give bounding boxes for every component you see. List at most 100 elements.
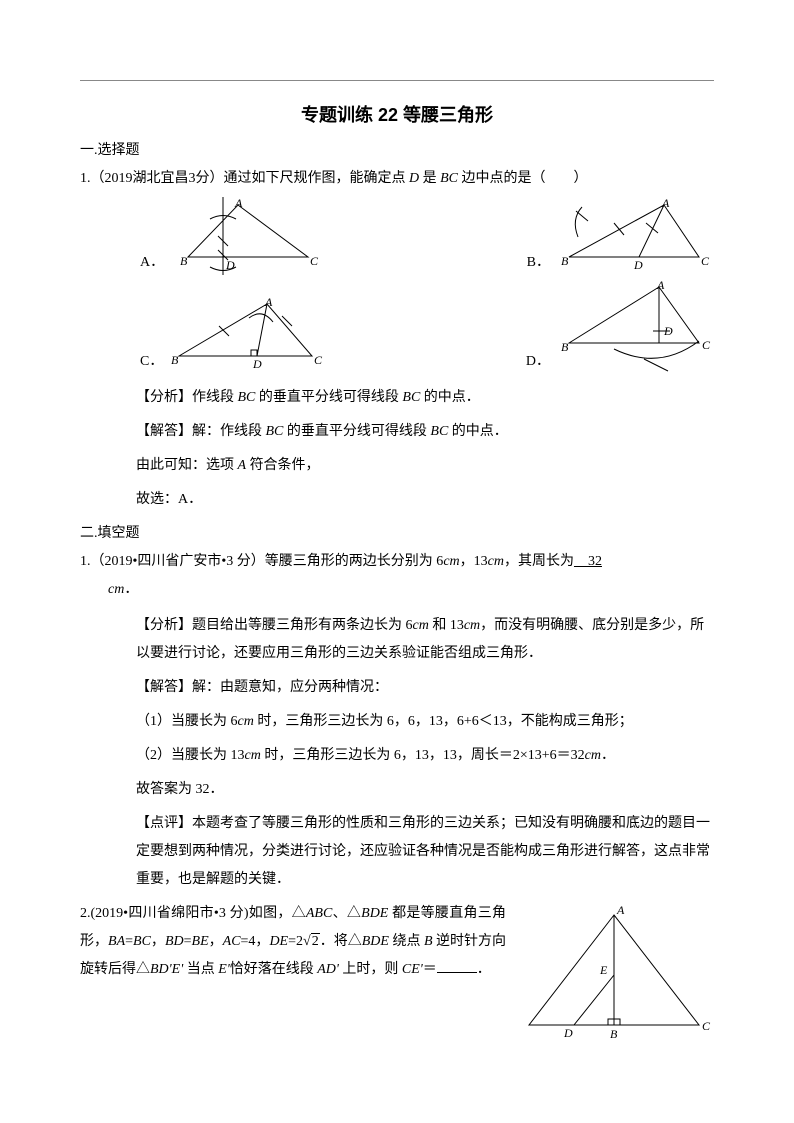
q3-figure: A B C D E <box>514 900 714 1050</box>
diagram-c: A B C D <box>167 296 327 376</box>
lbl-c: C <box>702 338 711 352</box>
lbl-b: B <box>180 254 188 268</box>
q1-solution-line: 【解答】解：作线段 BC 的垂直平分线可得线段 BC 的中点． <box>136 418 714 446</box>
t: BD <box>165 934 184 949</box>
t: 1.（2019•四川省广安市•3 分）等腰三角形的两边长分别为 6 <box>80 554 443 569</box>
lbl-c: C <box>314 353 323 367</box>
t: 的垂直平分线可得线段 <box>255 390 402 405</box>
q1-prefix: 1.（2019湖北宜昌3分）通过如下尺规作图，能确定点 <box>80 171 409 186</box>
lbl-c: C <box>702 1019 711 1033</box>
lbl-a: A <box>264 296 273 309</box>
lbl-a: A <box>656 281 665 292</box>
t: ． <box>124 582 138 597</box>
t: 【解答】解：作线段 <box>136 424 266 439</box>
t: cm <box>443 554 459 569</box>
t: A <box>238 458 247 473</box>
lbl-e: E <box>599 963 608 977</box>
q2-analysis: 【分析】题目给出等腰三角形有两条边长为 6cm 和 13cm，而没有明确腰、底分… <box>136 612 714 894</box>
sqrt-2: √2 <box>303 933 320 949</box>
t: BC <box>430 424 448 439</box>
lbl-a: A <box>234 197 243 210</box>
t: 的垂直平分线可得线段 <box>283 424 430 439</box>
q2-blank: 32 <box>574 554 602 569</box>
t: BC <box>133 934 151 949</box>
lbl-b: B <box>561 340 569 354</box>
t: BC <box>238 390 256 405</box>
t: 绕点 <box>389 934 424 949</box>
t: cm <box>464 618 480 633</box>
q1-var-bc: BC <box>440 171 458 186</box>
lbl-a: A <box>616 903 625 917</box>
t: cm <box>488 554 504 569</box>
diagram-d: A B C D <box>554 281 714 376</box>
section-1-heading: 一.选择题 <box>80 137 714 165</box>
lbl-d: D <box>225 258 235 272</box>
q2-stem: 1.（2019•四川省广安市•3 分）等腰三角形的两边长分别为 6cm，13cm… <box>80 548 714 576</box>
t: B <box>424 934 433 949</box>
t: E' <box>218 962 230 977</box>
lbl-d: D <box>252 357 262 371</box>
t: BE <box>192 934 209 949</box>
lbl-c: C <box>701 254 710 268</box>
opt-b-label: B． <box>527 249 550 277</box>
page-title: 专题训练 22 等腰三角形 <box>80 97 714 133</box>
t: ． <box>601 748 615 763</box>
diagram-a: A B C D <box>168 197 328 277</box>
t: 2 <box>311 933 320 949</box>
opt-a-label: A． <box>140 249 164 277</box>
t: = <box>184 934 192 949</box>
t: （1）当腰长为 6 <box>136 714 238 729</box>
q1-suffix: 边中点的是（ ） <box>458 171 588 186</box>
t: ＝ <box>423 962 437 977</box>
lbl-d: D <box>663 324 673 338</box>
t: ， <box>209 934 223 949</box>
q2-solution-label: 【解答】解：由题意知，应分两种情况： <box>136 674 714 702</box>
lbl-b: B <box>171 353 179 367</box>
t: AC <box>223 934 241 949</box>
lbl-b: B <box>561 254 569 268</box>
q2-analysis-p: 【分析】题目给出等腰三角形有两条边长为 6cm 和 13cm，而没有明确腰、底分… <box>136 612 714 668</box>
t: 上时，则 <box>339 962 399 977</box>
q1-option-d: D． A B C D <box>526 281 714 376</box>
t: cm <box>413 618 429 633</box>
t: BDE <box>362 934 389 949</box>
opt-c-label: C． <box>140 348 163 376</box>
t: cm <box>238 714 254 729</box>
q1-options-row-2: C． A B C D D． <box>140 281 714 376</box>
q3-svg: A B C D E <box>514 900 714 1050</box>
lbl-c: C <box>310 254 319 268</box>
t: 和 13 <box>429 618 464 633</box>
q2-case2: （2）当腰长为 13cm 时，三角形三边长为 6，13，13，周长＝2×13+6… <box>136 742 714 770</box>
q1-known-line: 由此可知：选项 A 符合条件， <box>136 452 714 480</box>
t: 的中点． <box>420 390 480 405</box>
lbl-b: B <box>610 1027 618 1041</box>
q2-case1: （1）当腰长为 6cm 时，三角形三边长为 6，6，13，6+6＜13，不能构成… <box>136 708 714 736</box>
t: cm <box>245 748 261 763</box>
t: BDE <box>361 906 388 921</box>
t: BD'E' <box>150 962 183 977</box>
q3-wrap: 2.(2019•四川省绵阳市•3 分)如图，△ABC、△BDE 都是等腰直角三角… <box>80 900 714 1050</box>
t: BC <box>266 424 284 439</box>
q1-mid: 是 <box>419 171 440 186</box>
t: 2.(2019•四川省绵阳市•3 分)如图，△ <box>80 906 306 921</box>
t: 的中点． <box>448 424 508 439</box>
q1-analysis: 【分析】作线段 BC 的垂直平分线可得线段 BC 的中点． 【解答】解：作线段 … <box>136 384 714 514</box>
q2-comment: 【点评】本题考查了等腰三角形的性质和三角形的三边关系；已知没有明确腰和底边的题目… <box>136 810 714 894</box>
t: 当点 <box>183 962 218 977</box>
q2-stem-2: cm． <box>108 576 714 604</box>
t: AD' <box>317 962 339 977</box>
t: ．将△ <box>320 934 362 949</box>
t: 、△ <box>332 906 361 921</box>
diagram-b: A B C D <box>554 197 714 277</box>
t: ， <box>151 934 165 949</box>
opt-d-label: D． <box>526 348 550 376</box>
t: 【分析】作线段 <box>136 390 238 405</box>
t: ． <box>477 962 491 977</box>
q1-var-d: D <box>409 171 419 186</box>
t: CE' <box>402 962 423 977</box>
t: =4， <box>241 934 270 949</box>
lbl-d: D <box>633 258 643 272</box>
t: ，13 <box>460 554 488 569</box>
top-rule <box>80 80 714 81</box>
q1-option-a: A． A B C D <box>140 197 328 277</box>
